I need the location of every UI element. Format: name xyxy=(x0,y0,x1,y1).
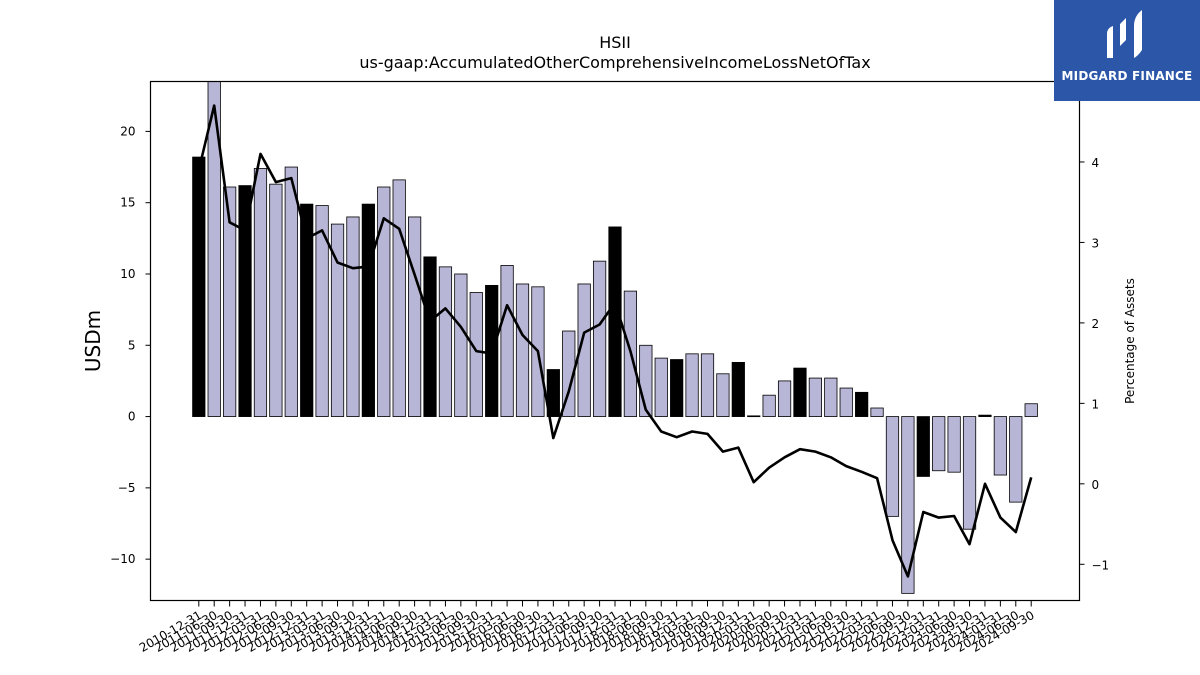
bar xyxy=(654,357,668,417)
bar xyxy=(207,81,221,417)
chart-title: HSII xyxy=(599,33,631,52)
bar xyxy=(361,203,375,417)
bar xyxy=(716,373,730,417)
bar xyxy=(546,369,560,417)
bar xyxy=(747,415,761,418)
y2-tick-label: −1 xyxy=(1092,558,1110,572)
bar xyxy=(577,283,591,417)
bar xyxy=(346,216,360,417)
bar xyxy=(330,223,345,417)
y2-tick-label: 3 xyxy=(1092,236,1100,250)
bar xyxy=(993,416,1007,476)
bar xyxy=(592,260,607,417)
bar xyxy=(901,416,915,594)
logo-mark-icon xyxy=(1107,10,1142,58)
y-tick-label: 0 xyxy=(128,410,136,424)
bar xyxy=(469,292,483,417)
bar xyxy=(885,416,900,517)
bar xyxy=(839,387,853,417)
bar xyxy=(731,361,745,417)
bar xyxy=(808,377,822,417)
bar xyxy=(978,414,992,417)
logo-text: MIDGARD FINANCE xyxy=(1061,69,1193,83)
y-tick-label: 20 xyxy=(120,124,135,138)
y2-axis-label: Percentage of Assets xyxy=(1123,278,1137,404)
bar xyxy=(1009,416,1023,503)
bar xyxy=(685,353,699,417)
y2-tick-label: 2 xyxy=(1092,317,1100,331)
bar xyxy=(793,367,807,417)
bar xyxy=(284,166,298,417)
bar xyxy=(916,416,930,477)
bar xyxy=(253,168,268,417)
chart-subtitle: us-gaap:AccumulatedOtherComprehensiveInc… xyxy=(359,53,870,72)
bar xyxy=(192,156,206,417)
bar xyxy=(500,265,514,417)
bar xyxy=(408,216,422,417)
bar xyxy=(1024,403,1038,417)
bar xyxy=(670,359,684,417)
bar-series xyxy=(192,81,1038,594)
bar xyxy=(824,377,838,417)
logo: MIDGARD FINANCE xyxy=(1054,0,1200,101)
y-axis-label: USDm xyxy=(81,310,105,372)
y-axis: −10 −5 0 5 10 15 20 xyxy=(110,124,151,566)
bar xyxy=(562,330,576,417)
bar xyxy=(870,407,884,417)
bar xyxy=(223,186,237,417)
bar xyxy=(438,266,453,417)
bar xyxy=(855,391,869,417)
bar xyxy=(947,416,961,473)
bar xyxy=(377,186,391,417)
bar xyxy=(777,380,792,417)
bar xyxy=(300,203,314,417)
y-tick-label: −10 xyxy=(110,552,135,566)
bar xyxy=(269,183,283,417)
bar xyxy=(762,394,776,417)
y-tick-label: 10 xyxy=(120,267,135,281)
y2-tick-label: 0 xyxy=(1092,478,1100,492)
bar xyxy=(315,205,329,417)
y2-tick-label: 4 xyxy=(1092,156,1100,170)
bar xyxy=(700,353,715,417)
bar xyxy=(608,226,622,417)
bar xyxy=(962,416,977,530)
x-axis: 2010-12-312011-06-302011-09-302011-12-31… xyxy=(137,600,1037,655)
bar xyxy=(454,273,468,417)
bar xyxy=(932,416,946,472)
bar xyxy=(515,283,530,417)
bar xyxy=(392,179,406,417)
y-tick-label: −5 xyxy=(118,481,136,495)
y-tick-label: 15 xyxy=(120,196,135,210)
y2-tick-label: 1 xyxy=(1092,397,1100,411)
y-tick-label: 5 xyxy=(128,338,136,352)
percentage-line xyxy=(197,104,1033,578)
bar xyxy=(423,256,437,417)
y2-axis: −1 0 1 2 3 4 xyxy=(1079,156,1110,572)
bar xyxy=(238,185,252,417)
